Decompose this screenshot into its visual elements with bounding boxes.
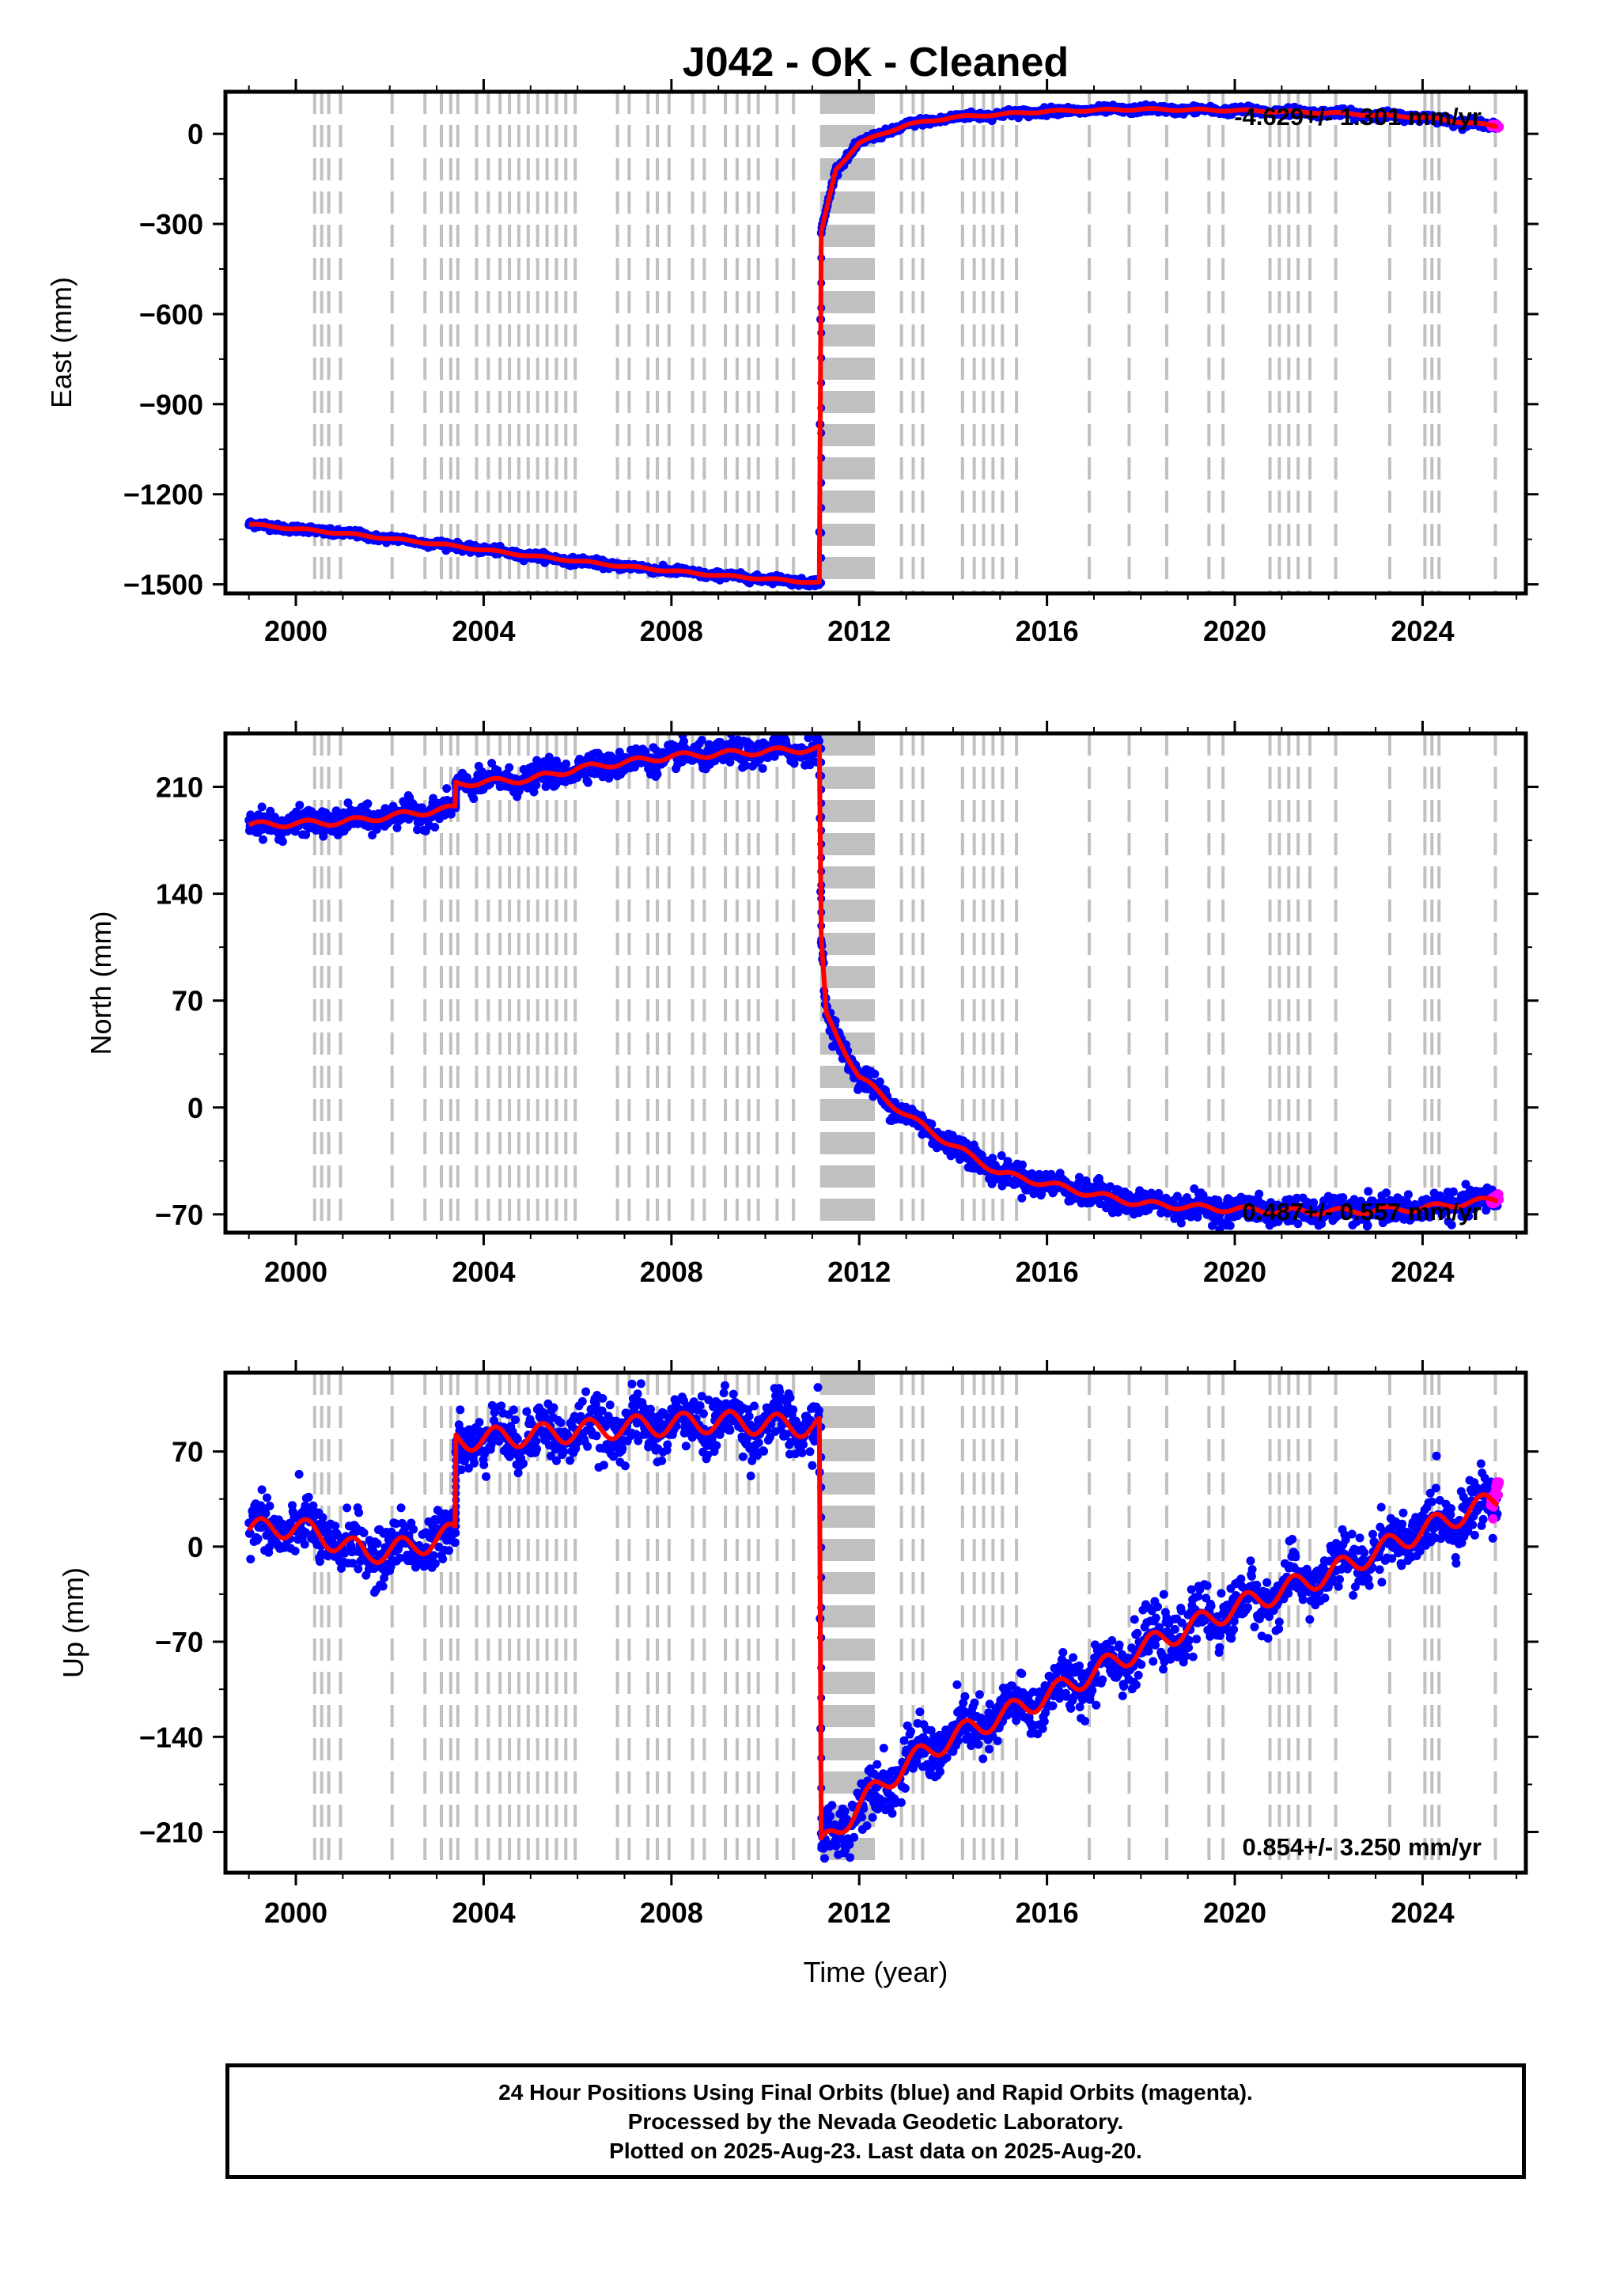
figure-title: J042 - OK - Cleaned (683, 40, 1069, 85)
plot-area (244, 1373, 1504, 1873)
y-tick-label: 140 (156, 878, 203, 911)
y-tick-label: −1500 (123, 569, 203, 601)
final-orbit-point (1255, 1189, 1264, 1199)
x-axis: 2000 2004 2008 2012 2016 2020 2024 (248, 79, 1518, 647)
y-tick-label: 210 (156, 771, 203, 804)
x-tick-label: 2016 (1016, 615, 1079, 647)
final-orbit-point (505, 763, 514, 772)
x-tick-label: 2012 (827, 1256, 891, 1288)
final-orbit-point (758, 763, 767, 773)
final-orbit-point (430, 823, 440, 832)
final-orbit-point (653, 770, 662, 779)
x-tick-label: 2008 (640, 615, 703, 647)
panel-up: 2000 2004 2008 2012 2016 2020 2024−210−140−700… (57, 1360, 1539, 1929)
final-orbit-point (1448, 1187, 1458, 1196)
final-orbit-point (532, 780, 541, 790)
final-orbit-point (1364, 1187, 1373, 1196)
final-orbit-point (257, 802, 267, 812)
x-tick-label: 2004 (452, 1256, 515, 1288)
final-orbit-point (1017, 1193, 1027, 1203)
event-lines (312, 92, 1497, 593)
y-tick-label: −900 (139, 388, 203, 421)
x-tick-label: 2008 (640, 1256, 703, 1288)
final-orbit-point (469, 794, 479, 803)
plot-area (244, 733, 1504, 1233)
panel-east: 2000 2004 2008 2012 2016 2020 2024 −1500 −1200 −9… (45, 79, 1539, 647)
x-tick-label: 2020 (1203, 1256, 1266, 1288)
panel-frame (223, 89, 1528, 596)
final-orbit-point (875, 1077, 884, 1086)
x-tick-label: 2024 (1391, 1256, 1454, 1288)
final-orbit-point (259, 835, 267, 844)
final-orbit-point (1225, 1221, 1235, 1230)
panel-north: 2000 2004 2008 2012 2016 2020 2024 −70 0 70 140 210… (85, 721, 1539, 1288)
final-orbit-point (442, 784, 452, 794)
event-lines (312, 733, 1497, 1233)
x-tick-label: 2012 (827, 615, 891, 647)
final-orbit-point (278, 837, 287, 847)
final-orbit-point (870, 1070, 880, 1078)
y-axis-label: East (mm) (45, 277, 78, 408)
final-orbit-point (363, 799, 373, 809)
final-orbit-point (1382, 1188, 1391, 1198)
y-tick-label: 0 (187, 1092, 203, 1124)
x-tick-label: 2000 (264, 615, 327, 647)
y-tick-label: −600 (139, 298, 203, 331)
final-orbit-point (697, 736, 706, 744)
y-tick-label: −70 (155, 1199, 203, 1231)
y-axis-label: North (mm) (85, 911, 117, 1055)
rate-annotation: -4.629+/- 1.301 mm/yr (1234, 103, 1482, 131)
x-tick-label: 2000 (264, 1256, 327, 1288)
final-orbit-point (295, 801, 305, 810)
plot-area (244, 92, 1504, 593)
y-tick-label: 0 (187, 118, 203, 150)
x-tick-label: 2024 (1391, 615, 1454, 647)
rate-annotation: 0.487+/- 0.557 mm/yr (1243, 1198, 1482, 1226)
final-orbit-point (1018, 1160, 1027, 1169)
y-tick-label: −1200 (123, 479, 203, 511)
x-tick-label: 2020 (1203, 615, 1266, 647)
y-tick-label: 70 (172, 985, 203, 1017)
final-orbit-point (1176, 1218, 1186, 1228)
final-orbit-point (583, 778, 592, 787)
x-tick-label: 2004 (452, 615, 515, 647)
y-tick-label: −300 (139, 208, 203, 241)
x-tick-label: 2016 (1016, 1256, 1079, 1288)
